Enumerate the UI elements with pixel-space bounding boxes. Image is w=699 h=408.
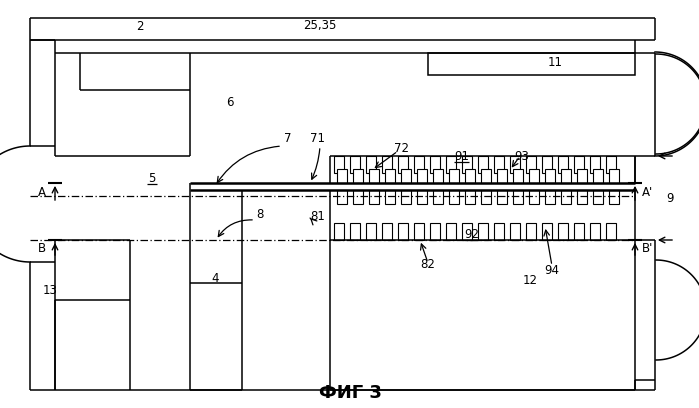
Bar <box>574 223 584 240</box>
Text: 11: 11 <box>547 55 563 69</box>
Bar <box>545 169 555 183</box>
Text: 8: 8 <box>257 208 264 220</box>
Bar <box>417 190 427 204</box>
Bar <box>353 190 363 204</box>
Bar <box>497 169 507 183</box>
Bar <box>593 169 603 183</box>
Text: ФИГ 3: ФИГ 3 <box>319 384 382 402</box>
Text: 5: 5 <box>148 171 156 184</box>
Bar <box>542 223 552 240</box>
Bar <box>369 190 379 204</box>
Bar <box>545 190 555 204</box>
Bar <box>465 190 475 204</box>
Bar <box>366 156 376 173</box>
Bar <box>385 169 395 183</box>
Bar <box>430 223 440 240</box>
Text: B: B <box>38 242 46 255</box>
Bar <box>526 156 536 173</box>
Bar <box>334 156 344 173</box>
Bar <box>446 223 456 240</box>
Bar <box>433 169 443 183</box>
Text: 81: 81 <box>310 209 326 222</box>
Bar <box>577 169 587 183</box>
Text: 9: 9 <box>666 191 674 204</box>
Bar <box>417 169 427 183</box>
Bar <box>353 169 363 183</box>
Bar <box>366 223 376 240</box>
Bar <box>449 169 459 183</box>
Bar <box>510 156 520 173</box>
Bar <box>369 169 379 183</box>
Bar <box>494 156 504 173</box>
Text: 25,35: 25,35 <box>303 20 337 33</box>
Text: 4: 4 <box>211 271 219 284</box>
Bar <box>529 169 539 183</box>
Text: 72: 72 <box>394 142 410 155</box>
Bar <box>446 156 456 173</box>
Bar <box>465 169 475 183</box>
Bar <box>430 156 440 173</box>
Text: 71: 71 <box>310 131 326 144</box>
Bar <box>561 190 571 204</box>
Bar <box>414 156 424 173</box>
Bar <box>433 190 443 204</box>
Bar <box>609 190 619 204</box>
Text: A': A' <box>642 186 654 200</box>
Bar <box>494 223 504 240</box>
Bar <box>606 223 616 240</box>
Bar <box>385 190 395 204</box>
Bar <box>401 190 411 204</box>
Text: 93: 93 <box>514 149 529 162</box>
Text: 12: 12 <box>522 273 538 286</box>
Bar <box>590 223 600 240</box>
Bar <box>574 156 584 173</box>
Bar <box>593 190 603 204</box>
Bar <box>334 223 344 240</box>
Text: 6: 6 <box>226 97 233 109</box>
Bar <box>497 190 507 204</box>
Bar <box>513 190 523 204</box>
Bar <box>481 190 491 204</box>
Bar <box>558 223 568 240</box>
Bar <box>590 156 600 173</box>
Bar <box>513 169 523 183</box>
Text: 2: 2 <box>136 20 144 33</box>
Text: 13: 13 <box>43 284 57 297</box>
Text: 92: 92 <box>465 228 480 240</box>
Bar <box>462 223 472 240</box>
Bar <box>398 156 408 173</box>
Bar <box>526 223 536 240</box>
Text: B': B' <box>642 242 654 255</box>
Bar <box>510 223 520 240</box>
Bar <box>398 223 408 240</box>
Bar <box>428 53 635 75</box>
Bar <box>337 169 347 183</box>
Text: 91: 91 <box>454 149 470 162</box>
Bar <box>577 190 587 204</box>
Bar <box>558 156 568 173</box>
Text: 82: 82 <box>421 259 435 271</box>
Text: 94: 94 <box>545 264 559 277</box>
Bar <box>401 169 411 183</box>
Bar <box>478 223 488 240</box>
Bar <box>606 156 616 173</box>
Bar <box>414 223 424 240</box>
Bar <box>350 156 360 173</box>
Bar <box>449 190 459 204</box>
Bar <box>542 156 552 173</box>
Text: 7: 7 <box>284 131 291 144</box>
Bar <box>462 156 472 173</box>
Bar <box>382 156 392 173</box>
Bar <box>481 169 491 183</box>
Bar <box>382 223 392 240</box>
Bar <box>609 169 619 183</box>
Bar <box>350 223 360 240</box>
Bar <box>529 190 539 204</box>
Bar <box>478 156 488 173</box>
Bar <box>337 190 347 204</box>
Bar <box>561 169 571 183</box>
Text: A: A <box>38 186 46 200</box>
